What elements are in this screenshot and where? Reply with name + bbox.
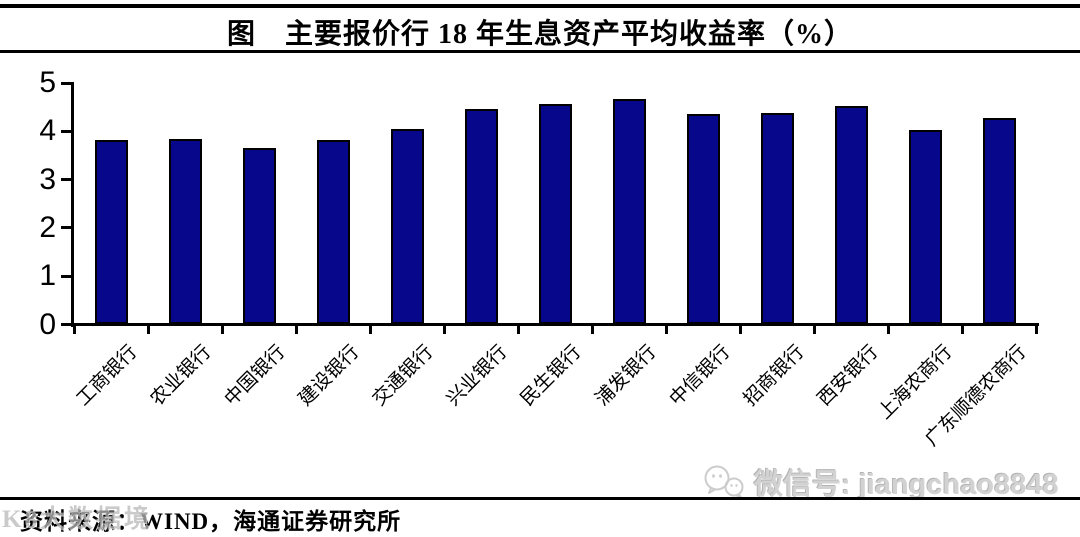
x-tick	[739, 326, 743, 334]
bar	[613, 98, 647, 325]
bar	[909, 130, 943, 325]
title-underline-rule	[0, 50, 1080, 53]
x-tick	[1035, 326, 1039, 334]
bar	[168, 139, 202, 325]
wechat-watermark: 微信号: jiangchao8848	[702, 461, 1059, 503]
bar	[242, 147, 276, 325]
x-tick	[813, 326, 817, 334]
bottom-rule	[0, 497, 1080, 500]
x-tick	[72, 326, 76, 334]
bar	[687, 113, 721, 325]
bar	[94, 139, 128, 325]
x-tick	[961, 326, 965, 334]
y-tick	[61, 178, 71, 182]
bar	[390, 129, 424, 325]
source-note: 资料来源：WIND，海通证券研究所	[20, 509, 402, 534]
x-tick	[590, 326, 594, 334]
x-tick	[516, 326, 520, 334]
wechat-id-text: 微信号: jiangchao8848	[754, 469, 1059, 501]
y-tick	[61, 129, 71, 133]
x-tick	[294, 326, 298, 334]
y-tick-label: 3	[39, 162, 56, 196]
wechat-icon	[702, 464, 746, 500]
bar	[835, 105, 869, 325]
y-tick	[61, 274, 71, 278]
y-tick-label: 4	[39, 114, 56, 148]
y-axis	[71, 82, 74, 327]
bar	[316, 139, 350, 325]
x-tick	[368, 326, 372, 334]
x-tick	[887, 326, 891, 334]
x-tick	[220, 326, 224, 334]
y-tick-label: 2	[39, 210, 56, 244]
x-tick	[665, 326, 669, 334]
bar	[538, 104, 572, 325]
y-tick	[61, 323, 71, 326]
bar	[761, 113, 795, 325]
bar	[464, 108, 498, 325]
y-tick	[61, 81, 71, 85]
top-rule	[0, 4, 1080, 8]
y-tick-label: 1	[39, 259, 56, 293]
y-tick-label: 0	[39, 307, 56, 341]
y-tick-label: 5	[39, 66, 56, 99]
x-tick	[146, 326, 150, 334]
y-tick	[61, 226, 71, 230]
bar-chart: 0 1 2 3 4 5 工商银行 农业银行 中国银行 建设银行 交通银行 兴业银行 民生银行 浦发银行 中信…	[0, 55, 1080, 455]
bar	[983, 118, 1017, 325]
corner-watermark: K8大数据境	[2, 506, 152, 533]
x-tick	[442, 326, 446, 334]
x-axis	[71, 323, 1039, 326]
chart-title: 图 主要报价行 18 年生息资产平均收益率（%）	[226, 19, 853, 50]
